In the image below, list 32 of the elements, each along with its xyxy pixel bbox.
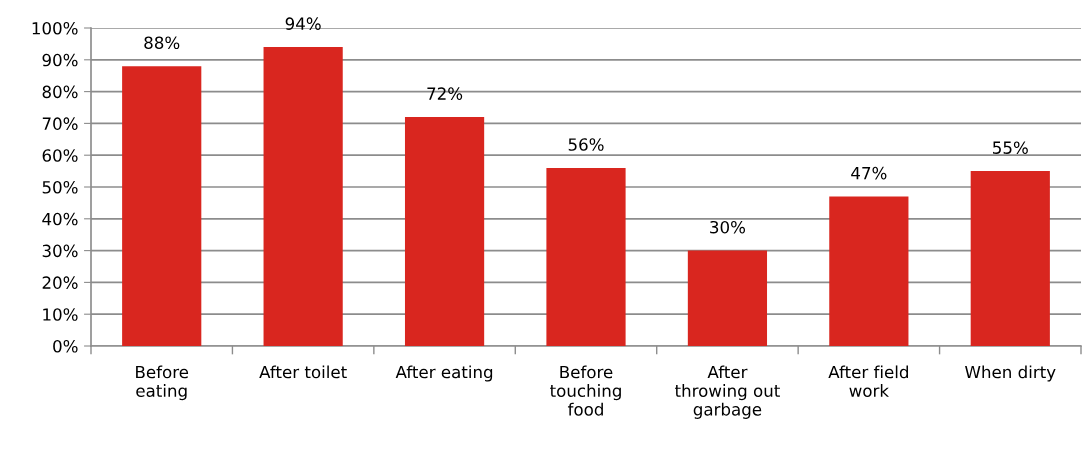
y-tick-label: 70%: [42, 117, 78, 130]
y-tick-label: 10%: [43, 308, 78, 321]
y-tick-label: 90%: [42, 53, 78, 67]
x-tick-label: After field work: [828, 365, 908, 398]
x-tick-label: Before eating: [136, 365, 189, 401]
y-tick-label: 40%: [42, 212, 78, 226]
data-label: 72%: [427, 87, 463, 100]
data-label: 88%: [144, 36, 180, 50]
y-tick-label: 20%: [42, 276, 78, 289]
data-label: 55%: [993, 141, 1028, 154]
data-label: 30%: [710, 220, 746, 234]
y-tick-label: 50%: [42, 180, 78, 194]
data-label: 94%: [285, 17, 321, 30]
bar: [122, 66, 202, 346]
x-tick-label: Before touching food: [550, 365, 621, 416]
bar: [404, 117, 485, 346]
y-tick-label: 80%: [42, 85, 78, 99]
x-tick-label: When dirty: [965, 365, 1056, 382]
bar: [263, 47, 343, 346]
bar: [970, 171, 1050, 346]
bar: [546, 167, 626, 346]
x-tick-label: After toilet: [259, 365, 347, 379]
y-tick-label: 0%: [53, 339, 78, 353]
x-tick-label: After eating: [395, 365, 493, 382]
bar: [687, 250, 768, 346]
y-tick-label: 60%: [42, 149, 78, 162]
y-tick-label: 30%: [42, 244, 78, 258]
bar: [829, 196, 909, 346]
data-label: 56%: [568, 138, 604, 151]
data-label: 47%: [851, 166, 887, 180]
y-tick-label: 100%: [32, 21, 78, 35]
x-tick-label: After throwing out garbage: [674, 365, 780, 419]
